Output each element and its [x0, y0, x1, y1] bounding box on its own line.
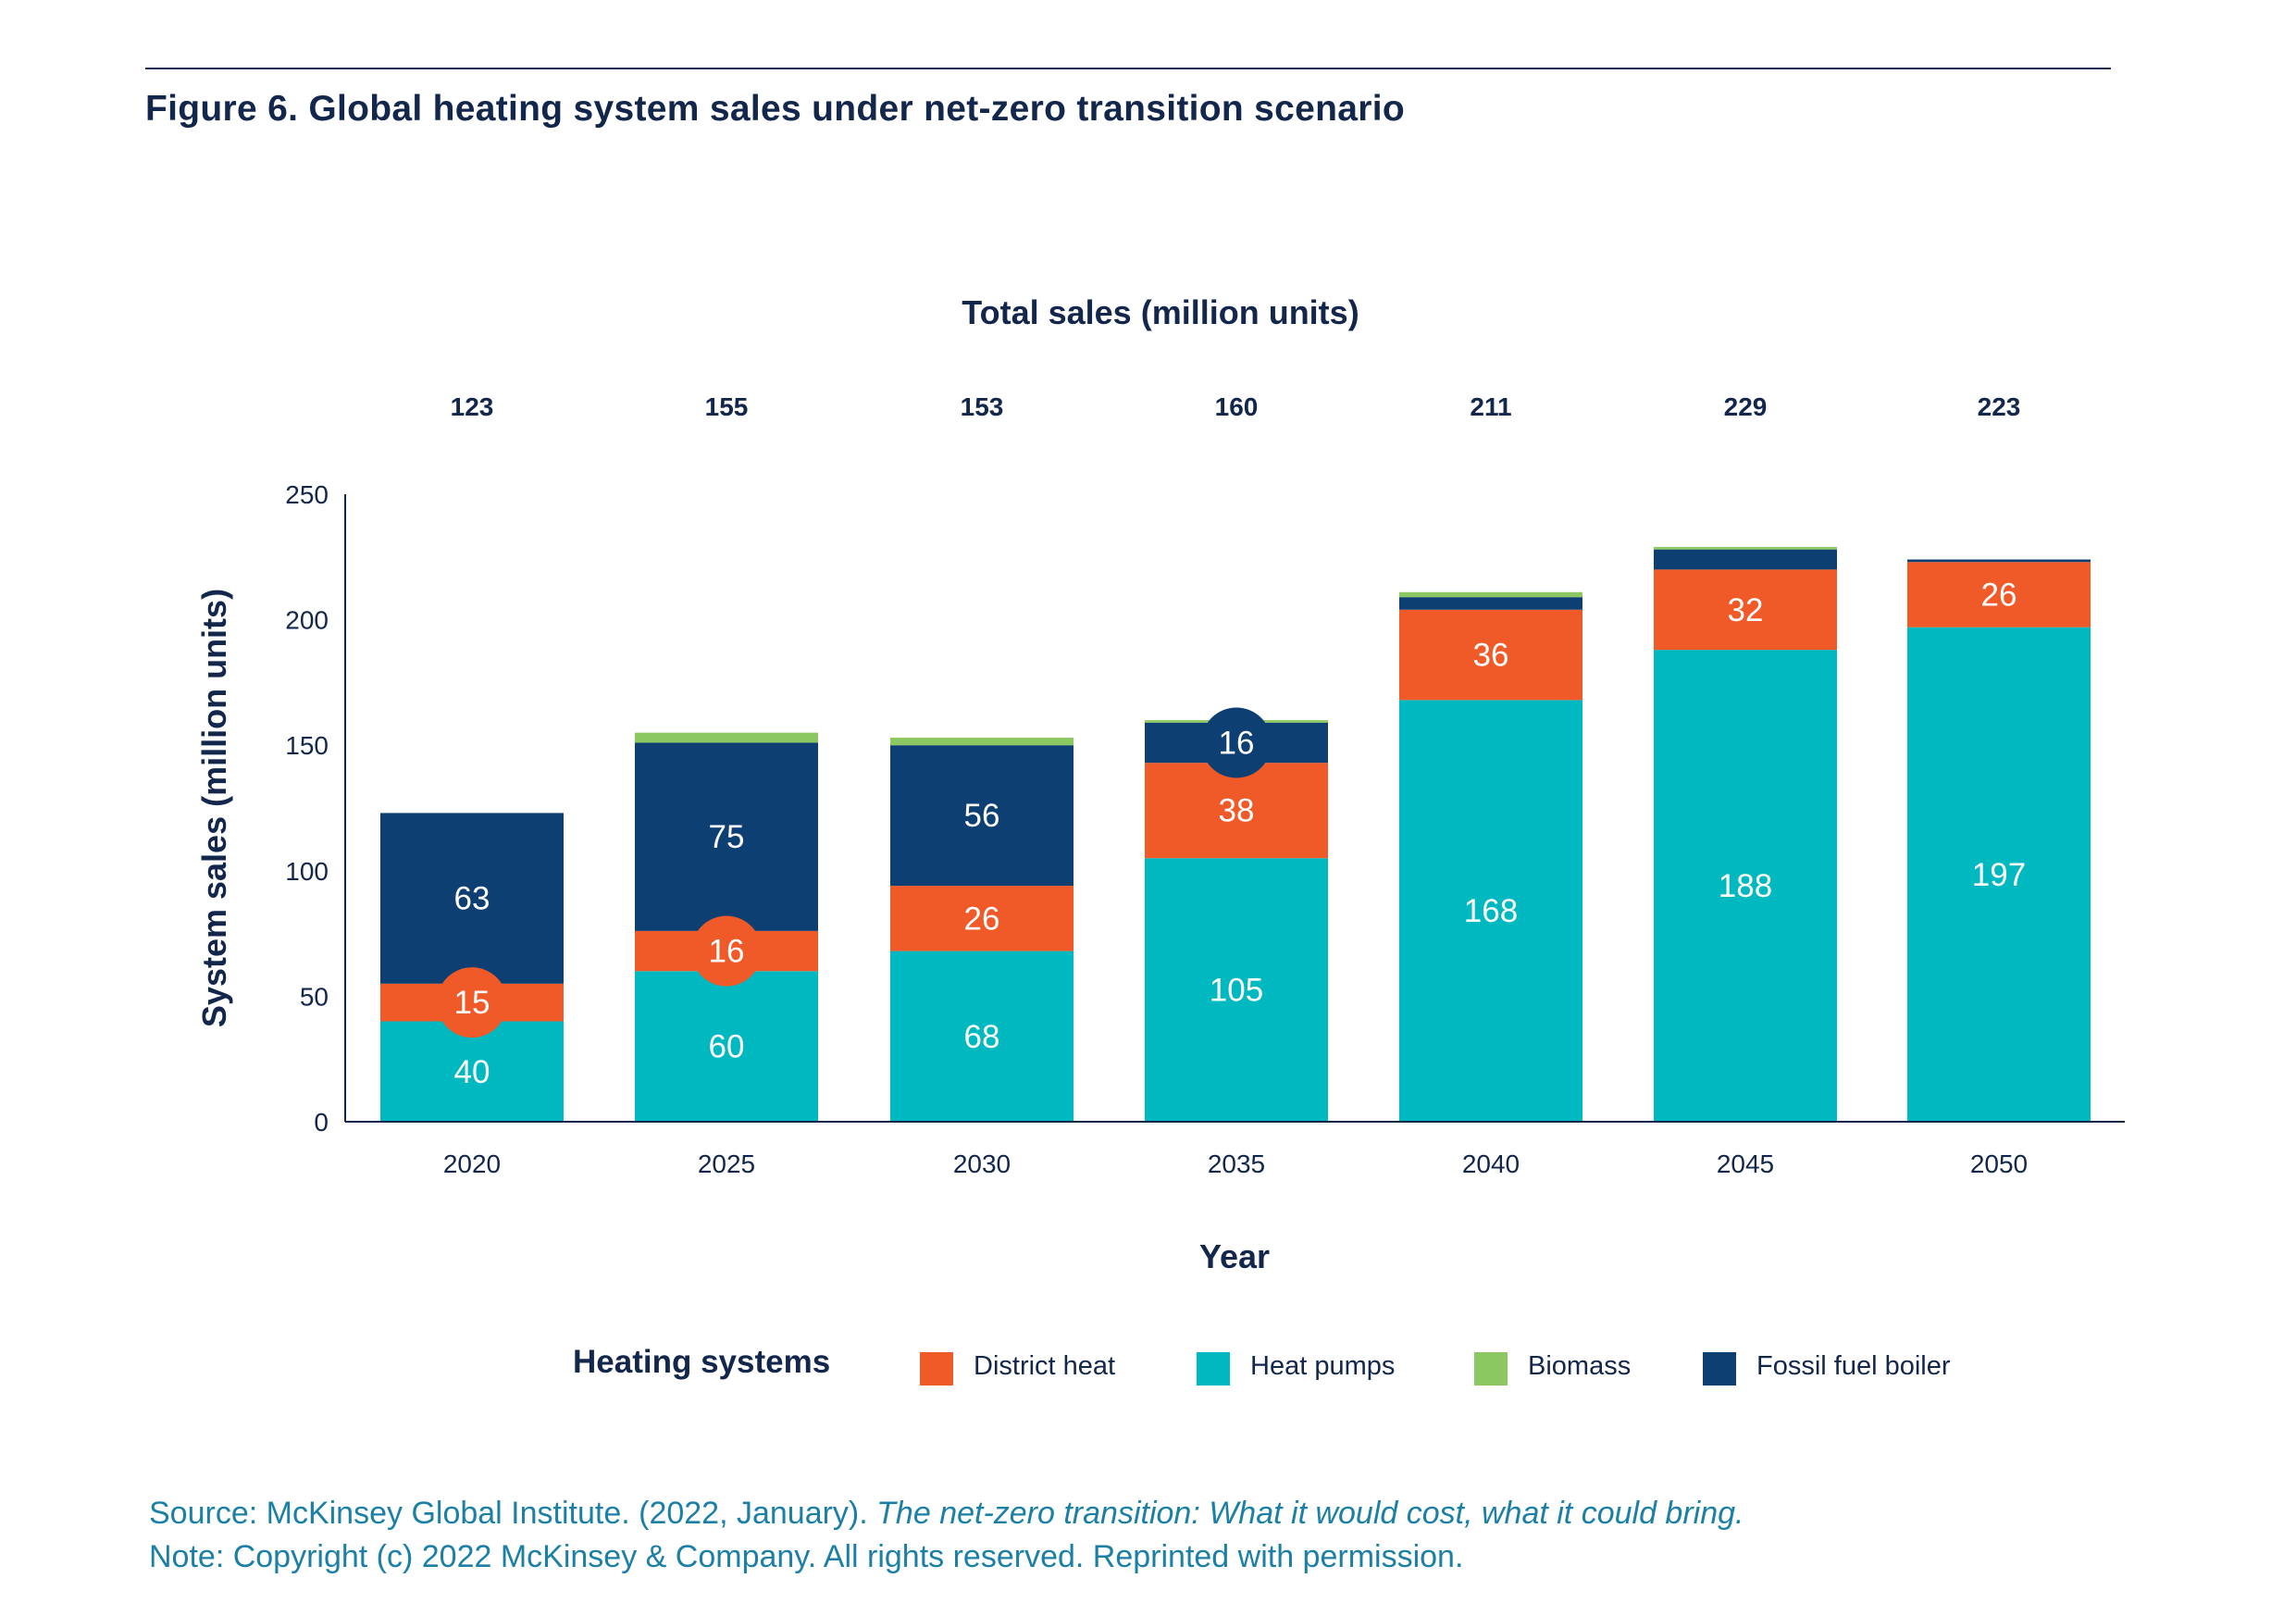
data-label-district-heat-2025: 16	[709, 934, 745, 970]
axes-layer: 0 50 100 150 200 250 2020 2025 2030 2035 2040 2045 2…	[195, 480, 2125, 1275]
data-label-heat-pumps-2020: 40	[454, 1054, 490, 1090]
bar-biomass-2025	[635, 732, 818, 743]
x-tick-label-2045: 2045	[1717, 1149, 1774, 1178]
total-label-2050: 223	[1978, 392, 2021, 421]
badge-fossil-fuel-boiler-2035	[1201, 707, 1272, 778]
totals-title: Total sales (million units)	[962, 293, 1359, 331]
x-tick-label-2035: 2035	[1208, 1149, 1265, 1178]
total-label-2020: 123	[451, 392, 494, 421]
legend-swatch-district-heat	[920, 1352, 953, 1386]
legend-swatch-heat-pumps	[1197, 1352, 1230, 1386]
bar-district-heat-2045	[1654, 569, 1837, 651]
legend-swatch-fossil-fuel-boiler	[1703, 1352, 1736, 1386]
data-label-heat-pumps-2035: 105	[1210, 973, 1263, 1009]
copyright-note: Note: Copyright (c) 2022 McKinsey & Comp…	[149, 1539, 1464, 1574]
data-label-district-heat-2040: 36	[1473, 638, 1509, 674]
source-note: Source: McKinsey Global Institute. (2022…	[149, 1492, 1744, 1579]
bar-district-heat-2050	[1907, 562, 2091, 628]
bar-heat-pumps-2040	[1399, 700, 1582, 1122]
x-tick-label-2020: 2020	[443, 1149, 501, 1178]
bar-heat-pumps-2045	[1654, 650, 1837, 1122]
source-prefix: Source: McKinsey Global Institute. (2022…	[149, 1496, 877, 1531]
y-tick-label-250: 250	[285, 480, 329, 509]
bar-heat-pumps-2050	[1907, 627, 2091, 1122]
bar-district-heat-2035	[1145, 763, 1328, 859]
bar-fossil-fuel-boiler-2025	[635, 742, 818, 931]
y-tick-label-0: 0	[314, 1108, 329, 1137]
bar-district-heat-2030	[890, 886, 1074, 951]
bar-heat-pumps-2025	[635, 971, 818, 1122]
bar-fossil-fuel-boiler-2040	[1399, 597, 1582, 610]
bar-heat-pumps-2020	[380, 1021, 564, 1122]
y-tick-label-200: 200	[285, 606, 329, 635]
data-label-district-heat-2020: 15	[454, 985, 490, 1021]
total-label-2040: 211	[1470, 392, 1511, 421]
total-label-2045: 229	[1724, 392, 1768, 421]
figure-title: Figure 6. Global heating system sales un…	[145, 89, 1405, 129]
y-tick-label-100: 100	[285, 857, 329, 886]
bar-biomass-2030	[890, 738, 1074, 746]
data-label-heat-pumps-2045: 188	[1719, 868, 1772, 904]
bars-layer	[380, 546, 2091, 1122]
data-label-district-heat-2050: 26	[1981, 577, 2017, 613]
legend-title: Heating systems	[573, 1344, 831, 1380]
bar-biomass-2045	[1654, 546, 1837, 550]
y-axis-title: System sales (million units)	[195, 589, 233, 1027]
data-label-heat-pumps-2025: 60	[709, 1029, 745, 1065]
x-tick-label-2040: 2040	[1462, 1149, 1520, 1178]
source-line: Source: McKinsey Global Institute. (2022…	[149, 1492, 1744, 1535]
x-axis-title: Year	[1199, 1237, 1270, 1275]
bar-heat-pumps-2030	[890, 951, 1074, 1122]
data-label-district-heat-2045: 32	[1728, 592, 1764, 628]
data-label-heat-pumps-2050: 197	[1972, 857, 2026, 893]
badge-district-heat-2020	[437, 967, 507, 1038]
data-label-district-heat-2030: 26	[964, 901, 1000, 937]
data-label-fossil-fuel-boiler-2035: 16	[1219, 725, 1255, 761]
bar-fossil-fuel-boiler-2050	[1907, 559, 2091, 563]
x-tick-label-2030: 2030	[953, 1149, 1011, 1178]
bar-biomass-2040	[1399, 591, 1582, 598]
legend: Heating systems District heat Heat pumps…	[0, 1344, 2296, 1396]
labels-layer: Total sales (million units) 123 155 153 160 2…	[437, 293, 2026, 1090]
data-label-fossil-fuel-boiler-2030: 56	[964, 798, 1000, 834]
bar-fossil-fuel-boiler-2045	[1654, 549, 1837, 570]
bar-fossil-fuel-boiler-2020	[380, 813, 564, 984]
badge-district-heat-2025	[691, 915, 762, 987]
data-label-fossil-fuel-boiler-2025: 75	[709, 819, 745, 855]
total-label-2030: 153	[961, 392, 1004, 421]
y-tick-label-150: 150	[285, 731, 329, 760]
legend-label-biomass: Biomass	[1528, 1351, 1632, 1381]
source-title: The net-zero transition: What it would c…	[876, 1496, 1744, 1531]
total-label-2035: 160	[1215, 392, 1259, 421]
data-label-district-heat-2035: 38	[1219, 793, 1255, 829]
data-label-heat-pumps-2030: 68	[964, 1019, 1000, 1055]
top-rule	[145, 68, 2111, 69]
total-label-2025: 155	[705, 392, 749, 421]
bar-district-heat-2040	[1399, 609, 1582, 701]
y-tick-label-50: 50	[300, 982, 329, 1011]
bar-heat-pumps-2035	[1145, 858, 1328, 1122]
legend-label-fossil-fuel-boiler: Fossil fuel boiler	[1756, 1351, 1951, 1381]
legend-label-district-heat: District heat	[974, 1351, 1116, 1381]
legend-swatch-biomass	[1474, 1352, 1508, 1386]
x-tick-label-2050: 2050	[1970, 1149, 2028, 1178]
bar-fossil-fuel-boiler-2030	[890, 745, 1074, 887]
x-tick-label-2025: 2025	[698, 1149, 755, 1178]
stacked-bar-chart: Total sales (million units)123 155 153 160 2…	[195, 293, 2125, 1275]
data-label-fossil-fuel-boiler-2020: 63	[454, 881, 490, 917]
data-label-heat-pumps-2040: 168	[1464, 893, 1518, 929]
legend-label-heat-pumps: Heat pumps	[1250, 1351, 1396, 1381]
